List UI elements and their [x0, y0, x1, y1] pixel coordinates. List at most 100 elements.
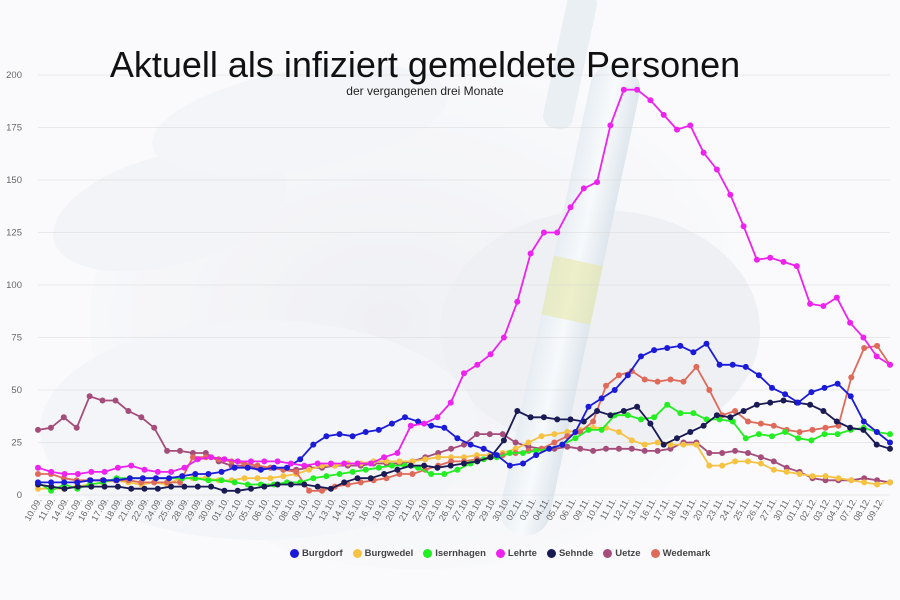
y-tick-label: 125	[6, 228, 22, 239]
data-point	[486, 431, 493, 438]
data-point	[848, 374, 855, 381]
data-point	[873, 429, 880, 435]
data-point	[757, 460, 764, 467]
data-point	[428, 422, 435, 429]
legend-item-lehrte[interactable]: Lehrte	[495, 548, 537, 559]
data-point	[284, 464, 290, 471]
legend-item-sehnde[interactable]: Sehnde	[546, 548, 593, 559]
data-point	[113, 477, 120, 484]
data-point	[651, 347, 658, 354]
data-point	[88, 483, 95, 490]
data-point	[757, 420, 764, 427]
data-point	[667, 445, 674, 452]
data-point	[687, 122, 694, 129]
data-point	[114, 464, 121, 471]
data-point	[700, 422, 707, 429]
y-tick-label: 150	[6, 175, 22, 186]
data-point	[74, 479, 81, 486]
data-point	[732, 458, 739, 465]
data-point	[874, 477, 881, 484]
data-point	[473, 431, 480, 438]
data-point	[834, 431, 841, 438]
data-point	[189, 454, 196, 461]
data-point	[615, 372, 622, 379]
data-point	[834, 380, 841, 387]
data-point	[546, 445, 553, 452]
data-point	[415, 418, 422, 425]
data-point	[254, 462, 261, 469]
data-point	[687, 429, 694, 435]
data-point	[615, 445, 622, 452]
legend-item-uetze[interactable]: Uetze	[603, 548, 641, 559]
data-point	[194, 483, 201, 490]
legend-item-wedemark[interactable]: Wedemark	[650, 548, 710, 559]
data-point	[564, 429, 571, 435]
data-point	[461, 370, 467, 377]
data-point	[641, 376, 648, 383]
data-point	[194, 456, 201, 463]
legend-label: Burgwedel	[364, 548, 414, 559]
data-point	[323, 433, 330, 440]
data-point	[234, 487, 241, 494]
data-point	[396, 458, 403, 465]
data-point	[624, 372, 631, 379]
data-point	[713, 412, 720, 419]
data-point	[783, 464, 790, 471]
y-tick-label: 75	[11, 333, 22, 344]
data-point	[280, 473, 287, 480]
data-point	[667, 441, 674, 448]
data-point	[35, 485, 41, 492]
data-point	[770, 458, 777, 465]
data-point	[367, 475, 374, 482]
data-point	[745, 418, 751, 425]
data-point	[112, 397, 119, 404]
data-point	[873, 353, 880, 360]
data-point	[388, 462, 395, 469]
data-point	[732, 408, 739, 414]
data-point	[887, 439, 893, 446]
data-point	[35, 464, 41, 471]
data-point	[620, 86, 627, 93]
data-point	[719, 462, 726, 469]
data-point	[874, 481, 881, 488]
data-point	[166, 475, 173, 482]
data-point	[874, 342, 881, 349]
data-point	[310, 441, 317, 448]
data-point	[607, 412, 614, 419]
data-point	[168, 468, 175, 475]
data-point	[647, 97, 654, 104]
data-point	[769, 433, 775, 440]
data-point	[421, 420, 428, 427]
data-point	[654, 447, 661, 454]
data-point	[809, 473, 816, 480]
data-point	[755, 431, 762, 438]
data-point	[61, 479, 68, 486]
data-point	[306, 487, 313, 494]
data-point	[231, 464, 238, 471]
data-point	[435, 450, 442, 456]
data-point	[620, 408, 627, 414]
data-point	[887, 431, 893, 438]
data-point	[680, 378, 687, 385]
data-point	[261, 483, 268, 490]
data-point	[660, 441, 667, 448]
legend-label: Uetze	[615, 548, 641, 559]
data-point	[327, 485, 334, 492]
legend-item-isernhagen[interactable]: Isernhagen	[423, 548, 486, 559]
legend-item-burgdorf[interactable]: Burgdorf	[290, 548, 343, 559]
legend-item-burgwedel[interactable]: Burgwedel	[352, 548, 414, 559]
data-point	[421, 462, 428, 469]
data-point	[757, 454, 764, 461]
data-point	[835, 475, 842, 482]
y-tick-label: 175	[6, 123, 22, 134]
data-point	[680, 441, 687, 448]
data-point	[564, 443, 571, 450]
series-burgdorf	[35, 340, 893, 486]
data-point	[192, 475, 199, 482]
data-point	[770, 466, 777, 473]
legend-swatch-icon	[423, 549, 433, 558]
data-point	[506, 450, 513, 456]
legend-label: Burgdorf	[302, 548, 343, 559]
data-point	[287, 460, 294, 467]
data-point	[314, 460, 321, 467]
